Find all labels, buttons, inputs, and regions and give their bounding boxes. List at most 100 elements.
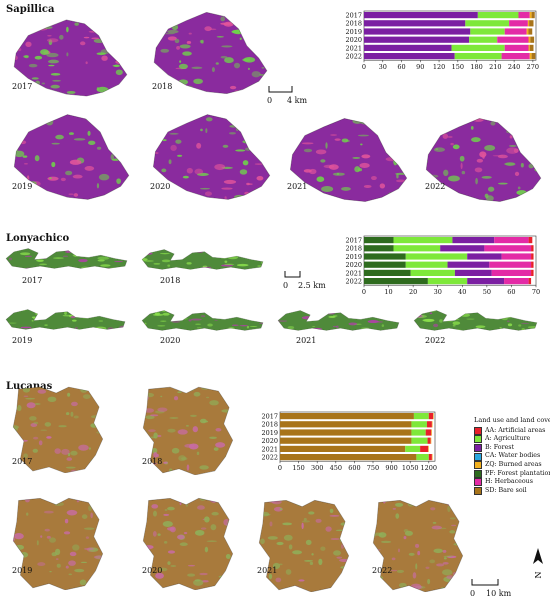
bar-segment-sd [530,36,535,43]
bar-segment-sd [529,44,534,51]
legend-item-ca: CA: Water bodies [474,452,550,461]
land-cover-map-lucanas [258,499,350,592]
year-label: 2018 [152,82,173,91]
land-cover-legend: Land use and land cover AA: Artificial a… [474,416,550,496]
legend-swatch [474,435,482,444]
y-tick-label: 2018 [345,20,362,28]
x-tick-label: 1200 [421,464,438,472]
year-label: 2019 [12,182,33,191]
legend-swatch [474,426,482,435]
x-tick-label: 600 [348,464,360,472]
bar-segment-zq [528,36,531,43]
x-tick-label: 30 [434,288,442,296]
bar-segment-aa [425,429,432,436]
x-tick-label: 30 [379,63,387,71]
legend-item-aa: AA: Artificial areas [474,427,550,436]
legend-label: SD: Bare soil [485,486,527,494]
year-label: 2019 [12,336,33,345]
bar-segment-aa [426,421,432,428]
y-tick-label: 2020 [261,437,278,445]
bar-segment-sd [531,12,535,19]
land-cover-map-sapillica [152,114,271,200]
year-label: 2019 [12,566,33,575]
y-tick-label: 2020 [345,261,362,269]
bar-segment-pf [364,261,406,268]
land-cover-map-sapillica [289,118,408,202]
x-tick-label: 10 [384,288,392,296]
year-label: 2018 [160,276,181,285]
year-label: 2017 [12,82,33,91]
legend-label: PF: Forest plantations [485,469,550,477]
scale-distance-label: 2.5 km [298,281,326,290]
bar-segment-b [467,253,502,260]
land-cover-map-lonyachico [141,249,264,270]
bar-segment-h [484,245,532,252]
y-tick-label: 2021 [345,269,362,277]
x-tick-label: 180 [470,63,482,71]
bar-segment-a [413,413,429,420]
x-tick-label: 70 [532,288,540,296]
legend-label: ZQ: Burned areas [485,460,542,468]
x-tick-label: 900 [385,464,397,472]
bar-segment-h [494,237,529,244]
x-tick-label: 0 [278,464,282,472]
chart-frame [363,235,537,286]
x-tick-label: 0 [362,63,366,71]
bar-segment-zq [431,421,433,428]
legend-item-pf: PF: Forest plantations [474,470,550,479]
chart-frame [279,411,436,462]
legend-label: CA: Water bodies [485,452,541,460]
year-label: 2022 [372,566,393,575]
land-cover-map-sapillica [153,11,268,95]
bar-segment-h [504,278,529,285]
y-tick-label: 2019 [345,28,362,36]
bar-segment-a [477,12,519,19]
year-label: 2021 [296,336,317,345]
bar-segment-h [501,53,530,60]
bar-segment-zq [526,28,529,35]
legend-label: B: Forest [485,443,515,451]
legend-swatch [474,461,482,470]
bar-segment-aa [427,437,431,444]
year-label: 2020 [150,182,171,191]
bar-segment-aa [428,413,434,420]
bar-segment-a [393,245,441,252]
bar-segment-sd [280,454,417,461]
land-cover-map-lucanas [12,386,104,473]
x-tick-label: 750 [367,464,379,472]
bar-segment-a [405,445,421,452]
bar-segment-h [501,253,532,260]
bar-segment-h [497,36,529,43]
legend-label: H: Herbaceous [485,478,533,486]
y-tick-label: 2022 [345,53,362,61]
north-arrow-icon: N [533,548,543,579]
bar-segment-aa [531,269,534,276]
legend-swatch [474,444,482,453]
bar-segment-h [504,44,529,51]
bar-segment-a [454,53,502,60]
year-label: 2022 [425,182,446,191]
y-tick-label: 2017 [345,237,362,245]
bar-segment-b [364,20,466,27]
x-tick-label: 300 [311,464,323,472]
bar-segment-h [509,20,528,27]
y-tick-label: 2021 [261,445,278,453]
bar-segment-sd [528,28,533,35]
bar-segment-pf [364,278,428,285]
y-tick-label: 2022 [261,454,278,462]
x-tick-label: 20 [409,288,417,296]
y-tick-label: 2017 [261,413,278,421]
scale-distance-label: 10 km [486,589,512,598]
land-cover-map-lonyachico [277,310,400,331]
x-tick-label: 60 [397,63,405,71]
bar-segment-zq [428,445,429,452]
bar-segment-sd [529,20,534,27]
bar-segment-a [411,421,427,428]
x-tick-label: 150 [292,464,304,472]
region-title-lonyachico: Lonyachico [6,233,70,244]
y-tick-label: 2018 [345,245,362,253]
x-tick-label: 50 [483,288,491,296]
bar-segment-pf [364,253,406,260]
